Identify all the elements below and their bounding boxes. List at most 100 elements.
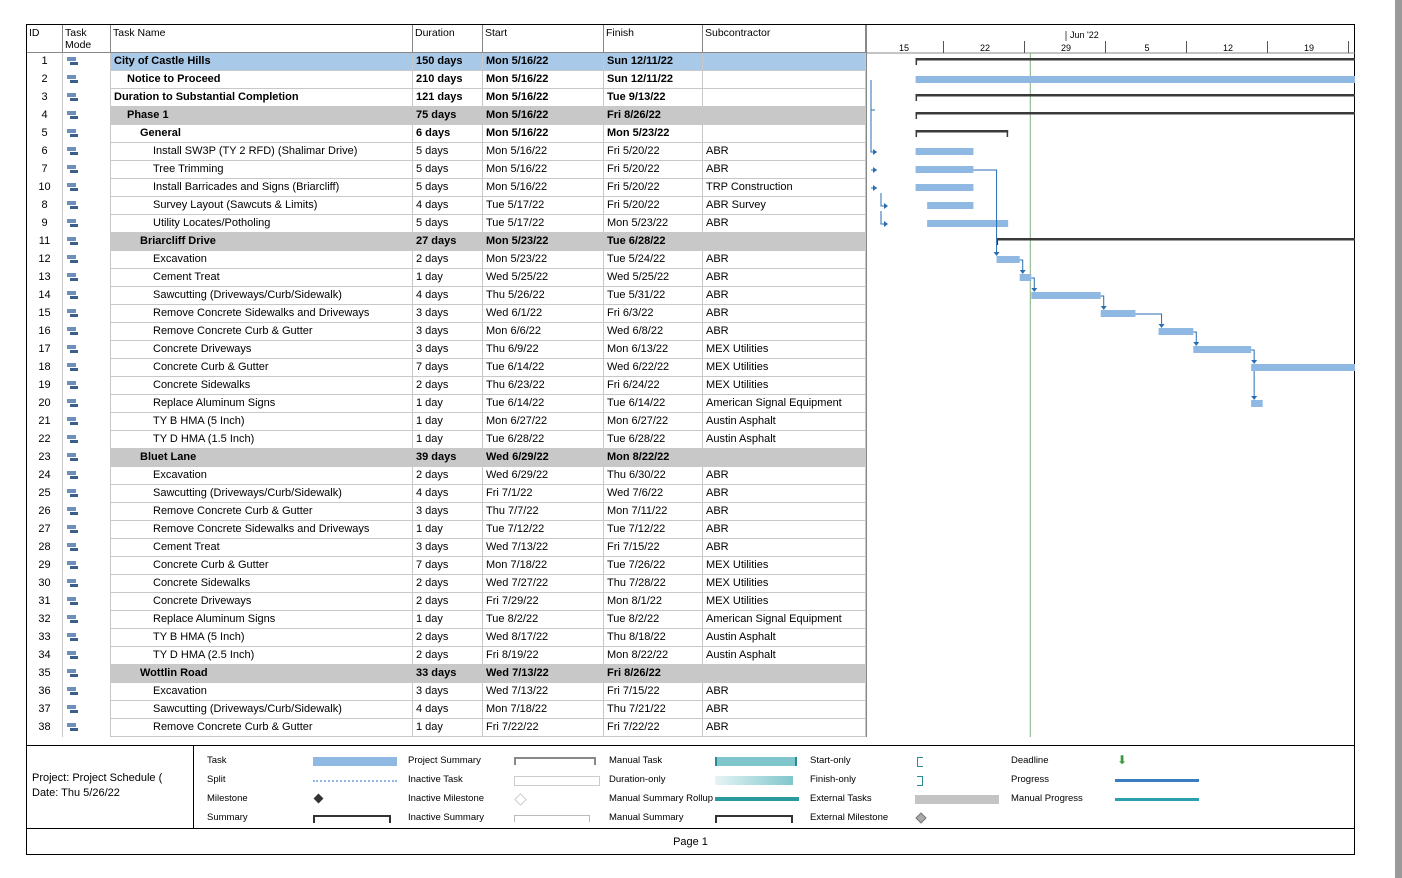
task-start[interactable]: Tue 7/12/22 (483, 521, 604, 539)
task-row[interactable]: 1 City of Castle Hills 150 days Mon 5/16/22… (27, 53, 866, 71)
task-finish[interactable]: Tue 6/28/22 (604, 233, 703, 251)
task-name[interactable]: Excavation (111, 683, 413, 701)
task-subcontractor[interactable]: ABR (703, 269, 866, 287)
task-id[interactable]: 30 (27, 575, 63, 593)
task-mode-cell[interactable] (63, 125, 111, 143)
task-subcontractor[interactable]: American Signal Equipment (703, 395, 866, 413)
task-finish[interactable]: Mon 5/23/22 (604, 125, 703, 143)
task-mode-cell[interactable] (63, 377, 111, 395)
task-start[interactable]: Tue 6/14/22 (483, 359, 604, 377)
task-duration[interactable]: 39 days (413, 449, 483, 467)
task-name[interactable]: Remove Concrete Curb & Gutter (111, 503, 413, 521)
task-id[interactable]: 5 (27, 125, 63, 143)
task-finish[interactable]: Tue 5/31/22 (604, 287, 703, 305)
task-mode-cell[interactable] (63, 647, 111, 665)
task-mode-cell[interactable] (63, 107, 111, 125)
task-id[interactable]: 36 (27, 683, 63, 701)
task-start[interactable]: Tue 5/17/22 (483, 215, 604, 233)
task-name[interactable]: Concrete Driveways (111, 593, 413, 611)
task-mode-cell[interactable] (63, 611, 111, 629)
task-start[interactable]: Tue 6/14/22 (483, 395, 604, 413)
task-id[interactable]: 34 (27, 647, 63, 665)
task-row[interactable]: 2 Notice to Proceed 210 days Mon 5/16/22 Sun… (27, 71, 866, 89)
task-subcontractor[interactable]: MEX Utilities (703, 377, 866, 395)
task-finish[interactable]: Fri 5/20/22 (604, 179, 703, 197)
task-name[interactable]: Excavation (111, 251, 413, 269)
task-duration[interactable]: 1 day (413, 395, 483, 413)
task-start[interactable]: Mon 5/16/22 (483, 107, 604, 125)
task-row[interactable]: 23 Bluet Lane 39 days Wed 6/29/22 Mon 8/22/2… (27, 449, 866, 467)
task-subcontractor[interactable]: ABR (703, 251, 866, 269)
task-subcontractor[interactable]: ABR (703, 287, 866, 305)
task-mode-cell[interactable] (63, 143, 111, 161)
task-id[interactable]: 28 (27, 539, 63, 557)
task-id[interactable]: 29 (27, 557, 63, 575)
task-duration[interactable]: 33 days (413, 665, 483, 683)
task-row[interactable]: 16 Remove Concrete Curb & Gutter 3 days Mon… (27, 323, 866, 341)
task-subcontractor[interactable] (703, 53, 866, 71)
task-start[interactable]: Wed 7/27/22 (483, 575, 604, 593)
task-finish[interactable]: Sun 12/11/22 (604, 71, 703, 89)
task-name[interactable]: Remove Concrete Curb & Gutter (111, 719, 413, 737)
task-mode-cell[interactable] (63, 395, 111, 413)
task-id[interactable]: 35 (27, 665, 63, 683)
task-finish[interactable]: Wed 6/22/22 (604, 359, 703, 377)
task-row[interactable]: 13 Cement Treat 1 day Wed 5/25/22 Wed 5/25/2… (27, 269, 866, 287)
task-duration[interactable]: 2 days (413, 593, 483, 611)
task-finish[interactable]: Fri 6/24/22 (604, 377, 703, 395)
task-subcontractor[interactable]: American Signal Equipment (703, 611, 866, 629)
task-subcontractor[interactable]: ABR (703, 701, 866, 719)
task-duration[interactable]: 1 day (413, 719, 483, 737)
task-finish[interactable]: Thu 8/18/22 (604, 629, 703, 647)
task-row[interactable]: 22 TY D HMA (1.5 Inch) 1 day Tue 6/28/22 Tue… (27, 431, 866, 449)
task-duration[interactable]: 3 days (413, 683, 483, 701)
task-subcontractor[interactable]: ABR (703, 539, 866, 557)
task-name[interactable]: Cement Treat (111, 539, 413, 557)
task-name[interactable]: Concrete Curb & Gutter (111, 557, 413, 575)
task-subcontractor[interactable] (703, 89, 866, 107)
task-start[interactable]: Wed 6/1/22 (483, 305, 604, 323)
task-duration[interactable]: 2 days (413, 467, 483, 485)
column-header-subcontractor[interactable]: Subcontractor (703, 25, 866, 53)
task-mode-cell[interactable] (63, 683, 111, 701)
task-id[interactable]: 32 (27, 611, 63, 629)
task-mode-cell[interactable] (63, 629, 111, 647)
task-duration[interactable]: 2 days (413, 575, 483, 593)
task-name[interactable]: Cement Treat (111, 269, 413, 287)
task-row[interactable]: 24 Excavation 2 days Wed 6/29/22 Thu 6/30/22… (27, 467, 866, 485)
task-row[interactable]: 34 TY D HMA (2.5 Inch) 2 days Fri 8/19/22 Mo… (27, 647, 866, 665)
task-mode-cell[interactable] (63, 539, 111, 557)
task-subcontractor[interactable]: ABR (703, 521, 866, 539)
task-row[interactable]: 4 Phase 1 75 days Mon 5/16/22 Fri 8/26/22 (27, 107, 866, 125)
task-duration[interactable]: 2 days (413, 647, 483, 665)
task-row[interactable]: 27 Remove Concrete Sidewalks and Driveway… (27, 521, 866, 539)
task-finish[interactable]: Thu 7/21/22 (604, 701, 703, 719)
task-id[interactable]: 18 (27, 359, 63, 377)
task-name[interactable]: TY B HMA (5 Inch) (111, 413, 413, 431)
task-row[interactable]: 25 Sawcutting (Driveways/Curb/Sidewalk) 4 … (27, 485, 866, 503)
task-duration[interactable]: 1 day (413, 521, 483, 539)
task-name[interactable]: Sawcutting (Driveways/Curb/Sidewalk) (111, 701, 413, 719)
task-row[interactable]: 32 Replace Aluminum Signs 1 day Tue 8/2/22 T… (27, 611, 866, 629)
task-subcontractor[interactable]: ABR Survey (703, 197, 866, 215)
task-start[interactable]: Mon 5/16/22 (483, 89, 604, 107)
task-finish[interactable]: Fri 7/15/22 (604, 539, 703, 557)
task-name[interactable]: Utility Locates/Potholing (111, 215, 413, 233)
task-subcontractor[interactable]: MEX Utilities (703, 557, 866, 575)
task-subcontractor[interactable] (703, 71, 866, 89)
task-row[interactable]: 29 Concrete Curb & Gutter 7 days Mon 7/18/2… (27, 557, 866, 575)
task-start[interactable]: Mon 6/27/22 (483, 413, 604, 431)
task-row[interactable]: 38 Remove Concrete Curb & Gutter 1 day Fri … (27, 719, 866, 737)
task-finish[interactable]: Mon 8/1/22 (604, 593, 703, 611)
task-name[interactable]: Replace Aluminum Signs (111, 395, 413, 413)
task-name[interactable]: Sawcutting (Driveways/Curb/Sidewalk) (111, 485, 413, 503)
task-subcontractor[interactable]: ABR (703, 467, 866, 485)
task-row[interactable]: 9 Utility Locates/Potholing 5 days Tue 5/17… (27, 215, 866, 233)
task-mode-cell[interactable] (63, 53, 111, 71)
task-row[interactable]: 7 Tree Trimming 5 days Mon 5/16/22 Fri 5/20/… (27, 161, 866, 179)
task-name[interactable]: Notice to Proceed (111, 71, 413, 89)
task-finish[interactable]: Thu 7/28/22 (604, 575, 703, 593)
task-id[interactable]: 22 (27, 431, 63, 449)
task-mode-cell[interactable] (63, 413, 111, 431)
task-name[interactable]: Remove Concrete Sidewalks and Driveways (111, 305, 413, 323)
